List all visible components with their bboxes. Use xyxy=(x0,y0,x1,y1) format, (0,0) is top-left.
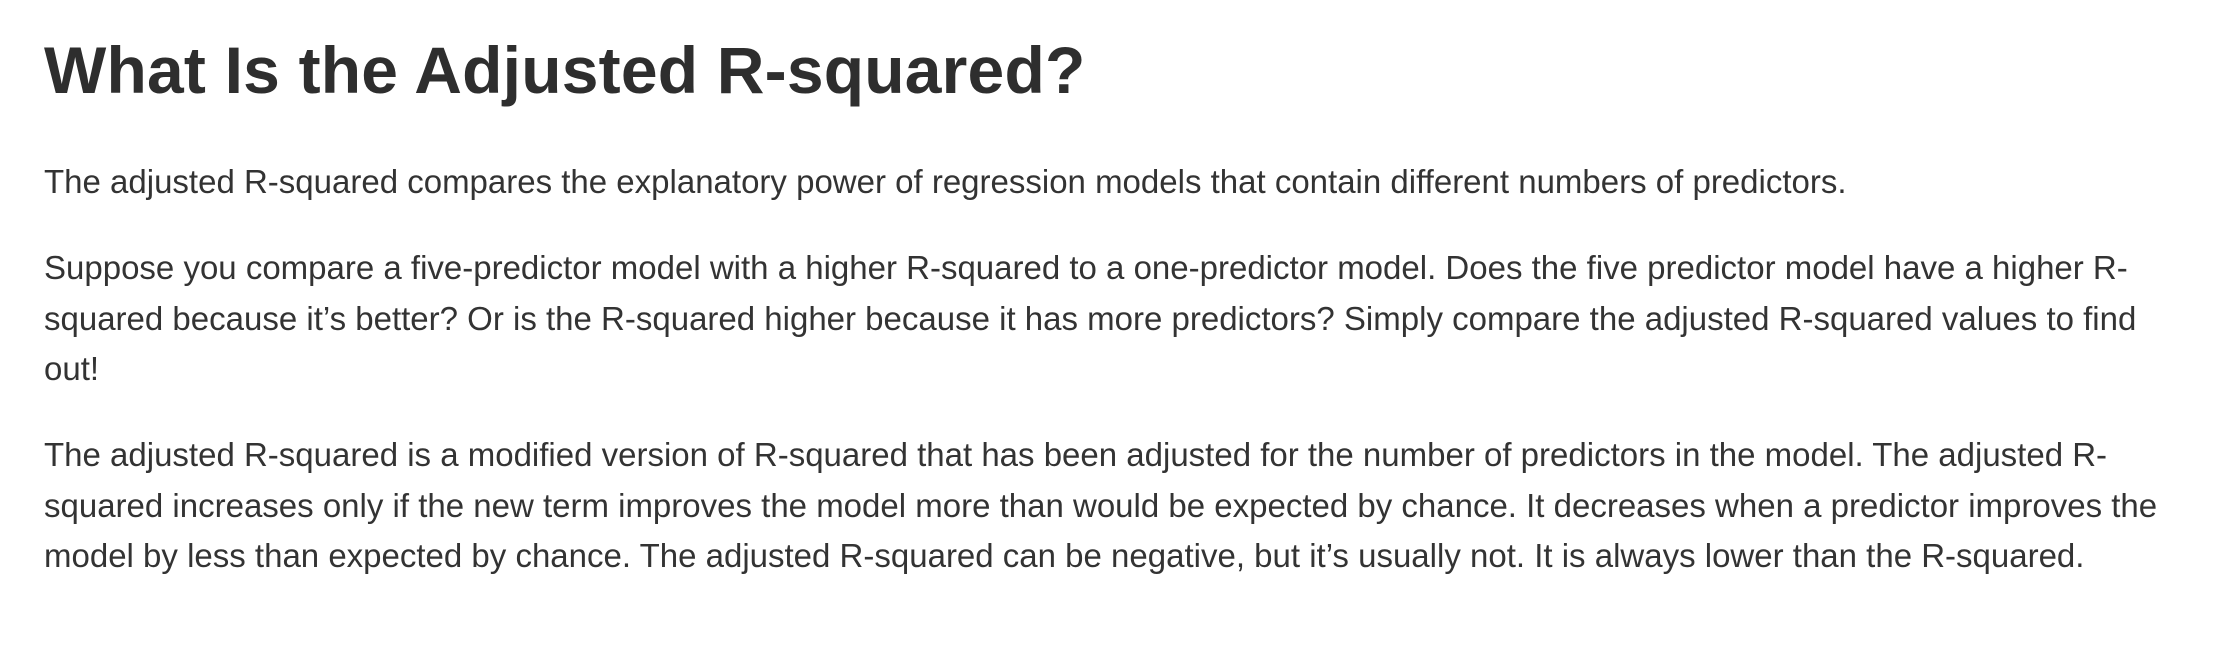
paragraph-intro: The adjusted R-squared compares the expl… xyxy=(44,163,1847,200)
page-title: What Is the Adjusted R-squared? xyxy=(44,33,1086,107)
paragraph-definition: The adjusted R-squared is a modified ver… xyxy=(44,436,2158,574)
paragraph-comparison: Suppose you compare a five-predictor mod… xyxy=(44,249,2137,387)
